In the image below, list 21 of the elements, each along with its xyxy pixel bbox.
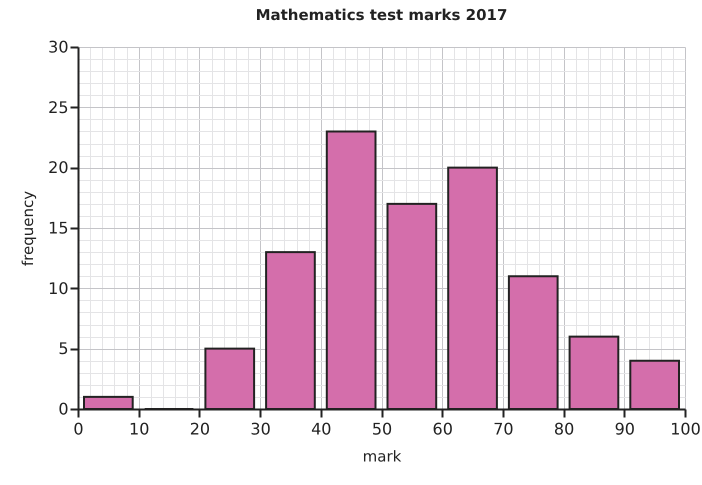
y-tick-label: 5 xyxy=(58,339,68,358)
y-tick-label: 15 xyxy=(48,218,68,238)
y-axis-title: frequency xyxy=(19,190,38,266)
x-tick-label: 20 xyxy=(190,420,210,438)
chart-title: Mathematics test marks 2017 xyxy=(256,6,508,24)
y-tick-label: 25 xyxy=(48,98,68,117)
y-tick-label: 10 xyxy=(48,278,68,298)
x-tick-label: 0 xyxy=(73,420,84,438)
x-tick-label: 50 xyxy=(372,420,392,438)
y-tick-label: 30 xyxy=(48,38,68,56)
x-tick-label: 10 xyxy=(129,420,150,438)
x-axis-title: mark xyxy=(362,448,402,466)
x-tick-label: 80 xyxy=(554,420,574,438)
x-tick-label: 90 xyxy=(614,420,635,438)
x-tick-label: 40 xyxy=(311,420,332,438)
x-tick-label: 70 xyxy=(493,420,514,438)
y-tick-label: 20 xyxy=(48,158,68,178)
x-tick-label: 30 xyxy=(250,420,271,438)
x-tick-label: 60 xyxy=(432,420,453,438)
x-tick-label: 100 xyxy=(670,420,701,438)
y-tick-label: 0 xyxy=(58,400,68,418)
